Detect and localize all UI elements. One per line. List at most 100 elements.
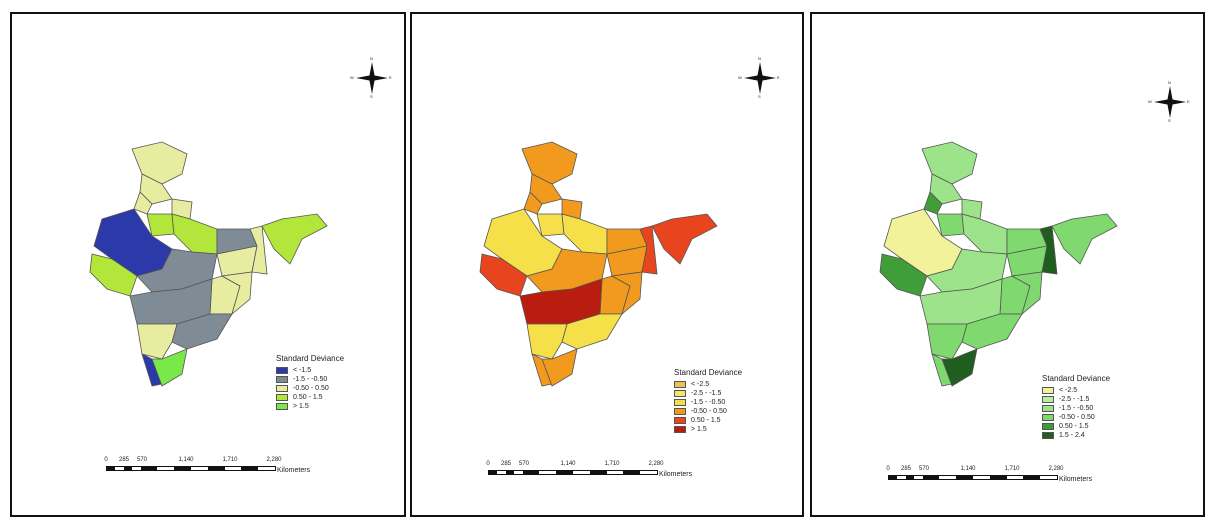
region-haryana — [936, 213, 965, 237]
legend-swatch — [276, 394, 288, 401]
legend-swatch — [276, 376, 288, 383]
compass-w: W — [738, 75, 742, 80]
scale-bar-segments — [488, 470, 658, 475]
compass-w: W — [1148, 99, 1152, 104]
legend-label: -1.5 - -0.50 — [293, 376, 328, 383]
compass-rose-3: N S E W — [1148, 80, 1190, 123]
scale-tick: 2,280 — [648, 461, 664, 467]
region-west-bengal — [1039, 225, 1058, 275]
legend-item: -0.50 - 0.50 — [674, 407, 742, 416]
compass-n: N — [1168, 80, 1171, 85]
legend-item: -1.5 - -0.50 — [674, 398, 742, 407]
region-himachal — [929, 173, 963, 205]
region-west-bengal — [249, 225, 268, 275]
compass-s: S — [758, 94, 761, 99]
india-map-1 — [89, 141, 328, 387]
region-tamil-nadu — [941, 348, 978, 387]
region-uttar-pradesh — [561, 213, 608, 255]
scale-tick: 0 — [486, 461, 490, 467]
legend-label: -0.50 - 0.50 — [293, 385, 329, 392]
legend-swatch — [1042, 396, 1054, 403]
scale-tick: 285 — [118, 457, 130, 463]
legend-item: -2.5 - -1.5 — [674, 389, 742, 398]
legend-swatch — [674, 426, 686, 433]
legend-label: -0.50 - 0.50 — [1059, 414, 1095, 421]
legend-item: > 1.5 — [276, 402, 344, 411]
legend-item: 0.50 - 1.5 — [276, 393, 344, 402]
scale-bar-1: 0 285 570 1,140 1,710 2,280 Kilometers — [104, 457, 310, 487]
region-haryana — [146, 213, 175, 237]
scale-unit: Kilometers — [277, 467, 311, 474]
scale-bar-segments — [888, 475, 1058, 480]
scale-tick: 285 — [900, 466, 912, 472]
region-haryana — [536, 213, 565, 237]
legend-swatch — [1042, 423, 1054, 430]
legend-swatch — [674, 408, 686, 415]
compass-e: E — [1187, 99, 1190, 104]
scale-tick: 570 — [518, 461, 530, 467]
legend-label: -0.50 - 0.50 — [691, 408, 727, 415]
legend-title: Standard Deviance — [674, 368, 743, 377]
compass-s: S — [1168, 118, 1171, 123]
scale-tick: 0 — [104, 457, 108, 463]
scale-tick: 0 — [886, 466, 890, 472]
legend-item: < -2.5 — [1042, 386, 1110, 395]
legend-1: Standard Deviance < -1.5 -1.5 - -0.50 -0… — [276, 354, 344, 411]
scale-tick: 2,280 — [266, 457, 282, 463]
legend-title: Standard Deviance — [276, 354, 345, 363]
india-map-2 — [479, 141, 718, 387]
map-panel-2: N S E W Standard Deviance < -2.5 -2.5 - … — [410, 12, 804, 517]
region-jammu-kashmir — [521, 141, 578, 185]
legend-swatch — [674, 381, 686, 388]
legend-label: -2.5 - -1.5 — [1059, 396, 1090, 403]
legend-2: Standard Deviance < -2.5 -2.5 - -1.5 -1.… — [674, 368, 742, 434]
legend-swatch — [276, 367, 288, 374]
legend-label: 0.50 - 1.5 — [691, 417, 721, 424]
legend-item: -2.5 - -1.5 — [1042, 395, 1110, 404]
legend-item: < -1.5 — [276, 366, 344, 375]
compass-e: E — [777, 75, 780, 80]
scale-tick: 1,140 — [178, 457, 194, 463]
scale-tick: 1,710 — [222, 457, 238, 463]
legend-label: 0.50 - 1.5 — [1059, 423, 1089, 430]
compass-n: N — [758, 56, 761, 61]
legend-item: -0.50 - 0.50 — [276, 384, 344, 393]
legend-swatch — [1042, 414, 1054, 421]
scale-bar-2: 0 285 570 1,140 1,710 2,280 Kilometers — [486, 461, 692, 491]
region-northeast — [651, 213, 718, 265]
region-himachal — [529, 173, 563, 205]
india-map-3 — [879, 141, 1118, 387]
scale-tick: 570 — [136, 457, 148, 463]
region-odisha — [1010, 271, 1043, 316]
region-northeast — [1051, 213, 1118, 265]
region-jammu-kashmir — [131, 141, 188, 185]
legend-label: 1.5 - 2.4 — [1059, 432, 1085, 439]
scale-tick: 1,710 — [1004, 466, 1020, 472]
legend-item: > 1.5 — [674, 425, 742, 434]
region-odisha — [220, 271, 253, 316]
compass-e: E — [389, 75, 392, 80]
region-karnataka — [526, 323, 568, 360]
legend-swatch — [1042, 405, 1054, 412]
legend-swatch — [674, 390, 686, 397]
region-northeast — [261, 213, 328, 265]
legend-swatch — [1042, 432, 1054, 439]
legend-swatch — [276, 385, 288, 392]
legend-item: < -2.5 — [674, 380, 742, 389]
legend-item: -0.50 - 0.50 — [1042, 413, 1110, 422]
scale-unit: Kilometers — [1059, 476, 1093, 483]
legend-swatch — [276, 403, 288, 410]
legend-item: -1.5 - -0.50 — [276, 375, 344, 384]
region-uttar-pradesh — [961, 213, 1008, 255]
map-panel-3: N S E W Standard Deviance < -2.5 -2.5 - … — [810, 12, 1205, 517]
legend-label: > 1.5 — [691, 426, 707, 433]
compass-n: N — [370, 56, 373, 61]
legend-swatch — [674, 417, 686, 424]
scale-tick: 1,710 — [604, 461, 620, 467]
compass-rose-1: N S E W — [350, 56, 392, 99]
legend-label: < -2.5 — [1059, 387, 1078, 394]
legend-label: -1.5 - -0.50 — [1059, 405, 1094, 412]
legend-item: -1.5 - -0.50 — [1042, 404, 1110, 413]
legend-label: -2.5 - -1.5 — [691, 390, 722, 397]
legend-label: 0.50 - 1.5 — [293, 394, 323, 401]
